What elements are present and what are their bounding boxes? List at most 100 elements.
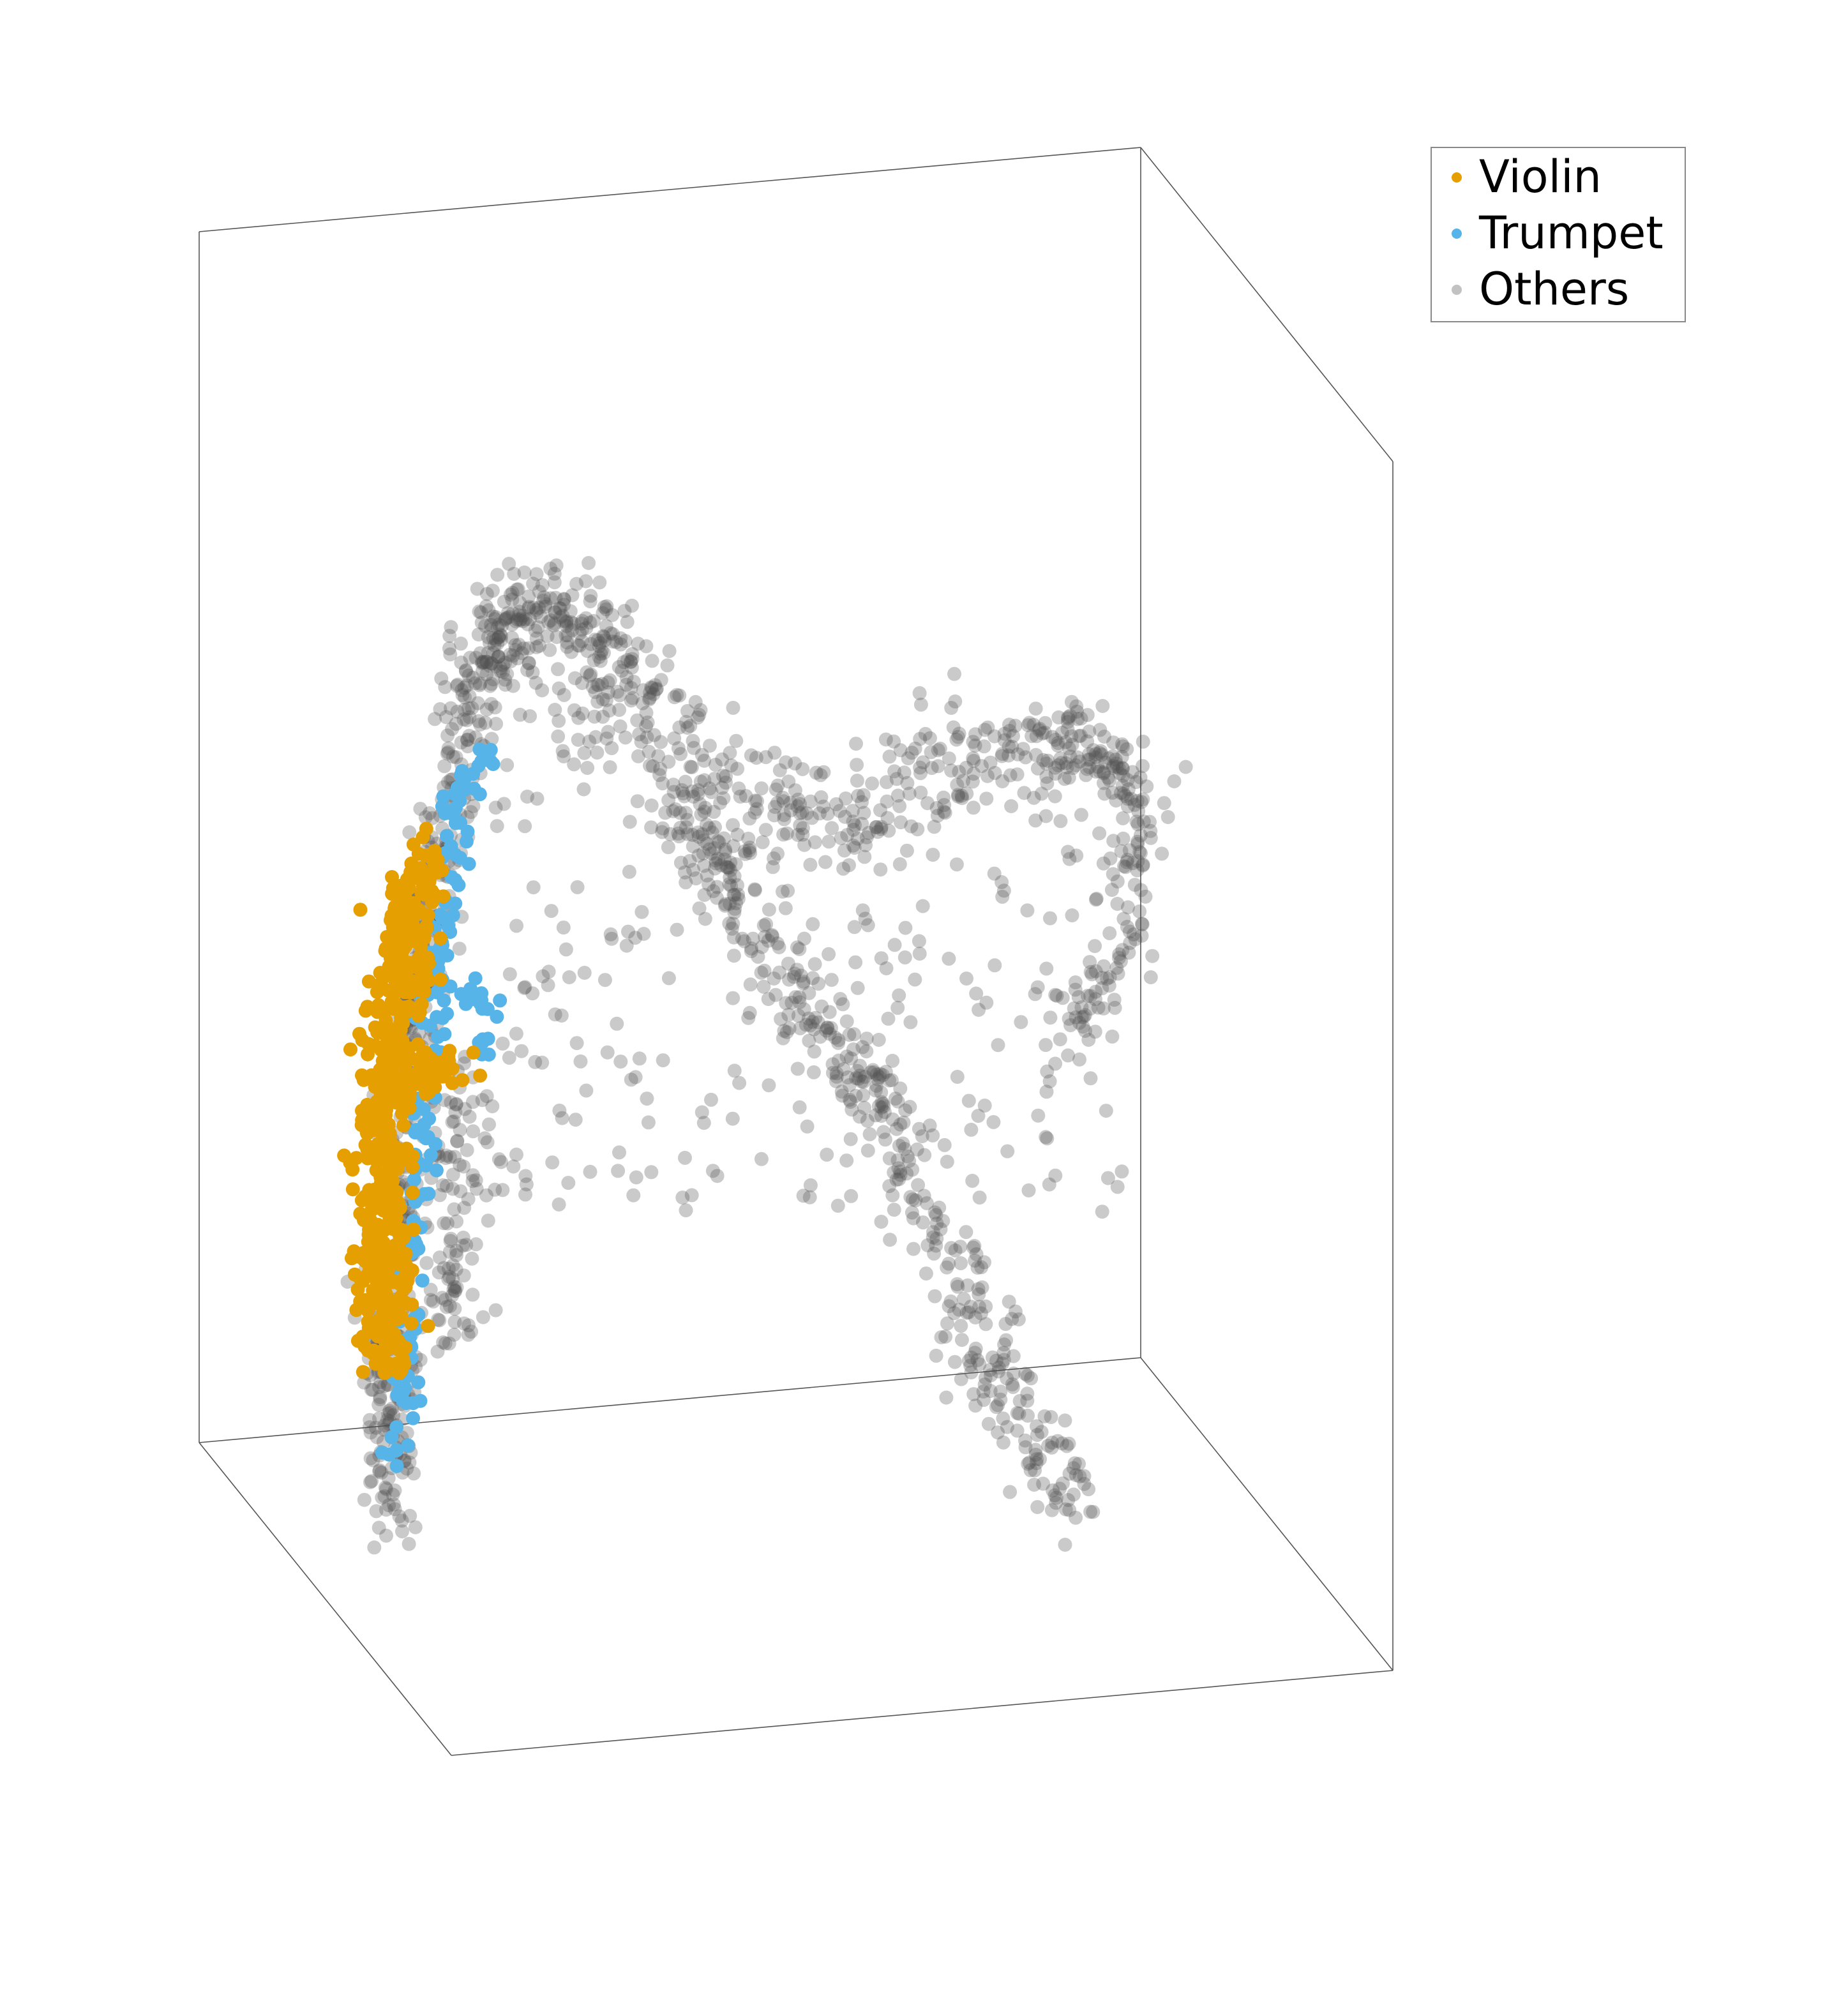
point-others bbox=[1020, 1369, 1035, 1383]
point-others bbox=[1105, 785, 1120, 800]
point-others bbox=[597, 629, 612, 644]
point-others bbox=[603, 626, 618, 640]
point-violin bbox=[385, 1255, 400, 1270]
point-others bbox=[872, 1070, 887, 1085]
point-others bbox=[1043, 1010, 1058, 1025]
point-others bbox=[488, 800, 503, 815]
point-others bbox=[977, 1377, 992, 1392]
point-others bbox=[717, 852, 732, 867]
point-others bbox=[885, 1053, 900, 1068]
point-others bbox=[465, 1095, 480, 1109]
point-others bbox=[803, 1018, 818, 1033]
point-others bbox=[1178, 760, 1193, 774]
point-others bbox=[761, 992, 776, 1007]
point-others bbox=[672, 829, 686, 844]
point-others bbox=[954, 788, 969, 803]
point-others bbox=[950, 730, 965, 744]
point-others bbox=[952, 726, 966, 741]
point-others bbox=[887, 1203, 901, 1217]
point-others bbox=[645, 680, 659, 695]
point-violin bbox=[422, 874, 437, 889]
point-others bbox=[565, 623, 580, 638]
point-others bbox=[368, 1420, 383, 1435]
point-others bbox=[866, 1065, 881, 1079]
point-others bbox=[605, 741, 619, 756]
point-others bbox=[1128, 932, 1143, 947]
point-others bbox=[929, 1231, 944, 1246]
point-violin bbox=[337, 1148, 352, 1163]
point-others bbox=[472, 678, 487, 693]
point-others bbox=[799, 1017, 813, 1032]
point-others bbox=[487, 638, 502, 652]
point-others bbox=[422, 806, 437, 820]
point-others bbox=[563, 604, 578, 619]
point-others bbox=[1002, 717, 1016, 732]
point-others bbox=[435, 1178, 450, 1192]
point-others bbox=[459, 1238, 474, 1252]
point-others bbox=[1053, 814, 1068, 829]
point-others bbox=[824, 973, 839, 987]
point-others bbox=[926, 1225, 940, 1240]
point-others bbox=[383, 1406, 398, 1420]
point-others bbox=[436, 1335, 451, 1349]
point-others bbox=[567, 703, 582, 717]
point-violin bbox=[473, 1069, 488, 1083]
point-others bbox=[1072, 1052, 1086, 1067]
legend: Violin Trumpet Others bbox=[1431, 147, 1686, 322]
point-others bbox=[1167, 774, 1182, 788]
point-others bbox=[613, 637, 628, 652]
point-violin bbox=[416, 957, 431, 972]
point-others bbox=[612, 703, 626, 717]
point-others bbox=[899, 1166, 914, 1181]
point-others bbox=[1048, 732, 1063, 747]
point-others bbox=[1091, 1000, 1106, 1015]
point-others bbox=[597, 633, 612, 648]
point-others bbox=[482, 636, 497, 650]
point-others bbox=[887, 764, 902, 779]
point-others bbox=[532, 638, 546, 653]
point-others bbox=[1092, 826, 1107, 841]
point-others bbox=[893, 1081, 908, 1096]
point-others bbox=[779, 996, 793, 1010]
point-others bbox=[552, 601, 567, 615]
point-others bbox=[1120, 920, 1134, 934]
point-trumpet bbox=[483, 742, 498, 757]
point-others bbox=[522, 656, 536, 670]
point-others bbox=[530, 620, 545, 634]
point-others bbox=[913, 732, 928, 746]
point-others bbox=[571, 638, 585, 652]
point-others bbox=[446, 1282, 461, 1296]
point-trumpet bbox=[481, 1047, 496, 1062]
point-others bbox=[730, 762, 745, 776]
point-others bbox=[1129, 775, 1143, 790]
point-others bbox=[624, 654, 638, 669]
point-others bbox=[573, 1054, 588, 1069]
point-others bbox=[779, 1025, 794, 1039]
point-others bbox=[451, 677, 465, 692]
point-others bbox=[691, 829, 706, 844]
point-others bbox=[402, 1455, 417, 1470]
point-others bbox=[712, 835, 726, 850]
point-others bbox=[947, 1306, 961, 1321]
point-others bbox=[770, 936, 785, 950]
point-others bbox=[603, 927, 618, 942]
point-others bbox=[757, 963, 772, 978]
point-others bbox=[749, 751, 763, 765]
point-others bbox=[1083, 752, 1097, 767]
point-others bbox=[441, 745, 456, 760]
point-violin bbox=[380, 1302, 394, 1316]
point-others bbox=[407, 1466, 421, 1481]
point-others bbox=[605, 931, 619, 946]
point-others bbox=[1061, 711, 1075, 726]
point-others bbox=[796, 974, 811, 989]
point-others bbox=[906, 1211, 920, 1226]
point-others bbox=[1018, 1433, 1032, 1448]
point-others bbox=[599, 602, 613, 617]
point-others bbox=[711, 852, 725, 866]
point-others bbox=[882, 749, 897, 764]
point-others bbox=[697, 753, 712, 768]
point-others bbox=[511, 582, 525, 597]
point-others bbox=[552, 681, 566, 696]
point-violin bbox=[412, 1077, 426, 1092]
point-others bbox=[1028, 813, 1043, 828]
